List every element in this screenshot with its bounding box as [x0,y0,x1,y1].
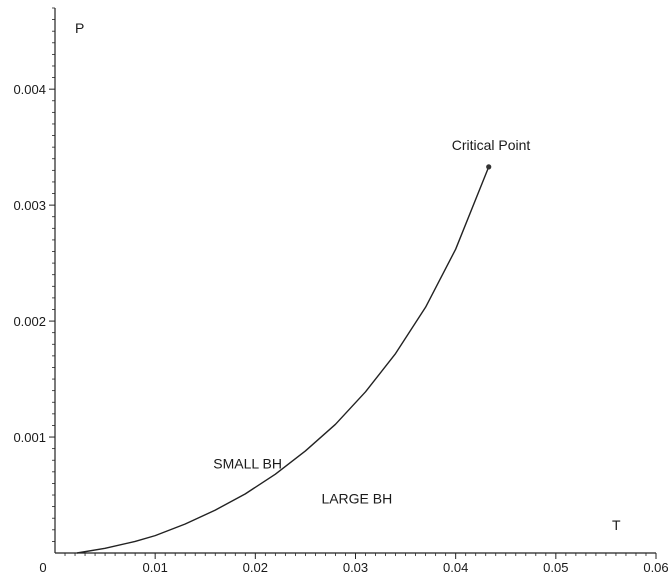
large-bh-region-label: LARGE BH [321,491,392,507]
x-tick-label: 0.05 [543,560,568,575]
x-tick-label: 0.02 [243,560,268,575]
axes [54,8,656,554]
critical-point-label: Critical Point [452,137,531,153]
x-tick-label: 0.04 [443,560,468,575]
x-tick-label: 0.03 [343,560,368,575]
x-tick-label: 0.01 [143,560,168,575]
small-bh-region-label: SMALL BH [213,456,282,472]
x-ticks: 0 0.01 0.02 0.03 0.04 0.05 0.06 [39,553,669,575]
x-tick-label: 0 [39,560,46,575]
x-tick-label: 0.06 [643,560,668,575]
critical-point-marker [486,164,492,170]
y-axis-label: P [75,20,84,36]
y-tick-label: 0.003 [13,198,46,213]
x-axis-label: T [612,517,621,533]
coexistence-curve-layer [76,164,492,554]
y-tick-label: 0.004 [13,82,46,97]
chart-labels: P T Critical Point SMALL BH LARGE BH [75,20,621,533]
coexistence-curve [76,166,490,554]
y-tick-label: 0.001 [13,430,46,445]
y-ticks: 0.001 0.002 0.003 0.004 [13,7,55,542]
y-tick-label: 0.002 [13,314,46,329]
